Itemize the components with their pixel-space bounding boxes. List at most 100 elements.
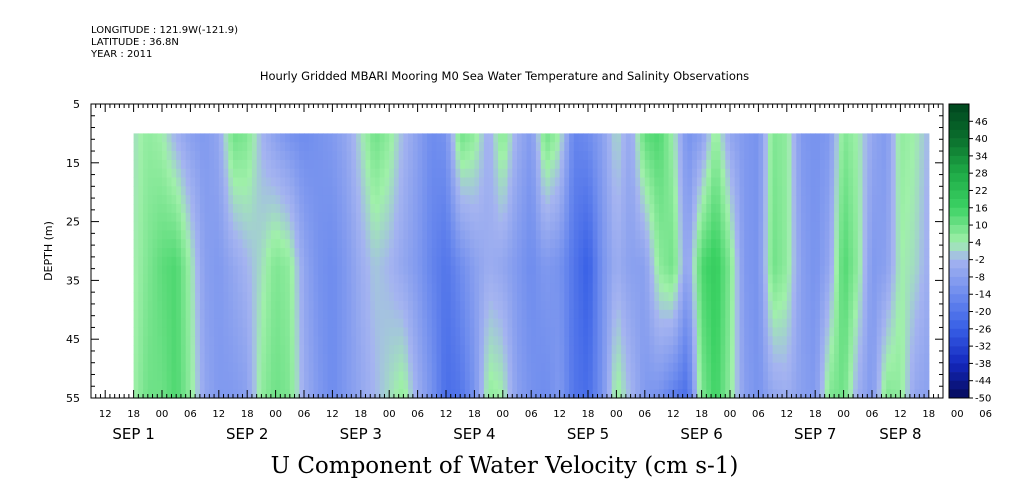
heatmap-cell [715,230,722,240]
heatmap-cell [209,283,215,293]
heatmap-cell [635,248,641,258]
heatmap-cell [848,204,854,214]
heatmap-cell [346,389,352,399]
heatmap-cell [483,274,490,284]
heatmap-cell [559,362,565,373]
heatmap-cell [559,177,565,187]
heatmap-cell [190,309,196,320]
heatmap-cell [180,345,187,355]
heatmap-cell [157,151,163,161]
heatmap-cell [431,195,438,205]
heatmap-cell [715,204,722,214]
heatmap-cell [763,345,769,355]
heatmap-cell [583,380,589,390]
heatmap-cell [853,327,859,337]
heatmap-cell [393,389,400,399]
heatmap-cell [507,265,513,276]
heatmap-cell [365,301,371,311]
heatmap-cell [408,256,414,267]
heatmap-cell [692,362,698,373]
heatmap-cell [857,186,864,196]
heatmap-cell [370,142,376,152]
heatmap-cell [573,142,580,152]
heatmap-cell [228,151,234,161]
heatmap-cell [701,362,707,373]
heatmap-cell [285,186,291,196]
heatmap-cell [275,318,281,328]
heatmap-cell [147,186,154,196]
heatmap-cell [502,204,509,214]
heatmap-cell [375,142,381,152]
heatmap-cell [696,195,703,205]
heatmap-cell [446,239,452,249]
heatmap-cell [403,256,409,267]
heatmap-cell [867,301,873,311]
heatmap-cell [318,142,324,152]
heatmap-cell [569,389,575,399]
heatmap-cell [166,318,172,328]
heatmap-cell [824,230,830,240]
heatmap-cell [166,230,172,240]
heatmap-cell [375,177,381,187]
heatmap-cell [152,265,158,276]
heatmap-cell [791,239,797,249]
heatmap-cell [370,362,376,373]
heatmap-cell [872,195,878,205]
heatmap-cell [715,301,722,311]
heatmap-cell [824,362,830,373]
heatmap-cell [242,256,248,267]
heatmap-cell [285,327,291,337]
heatmap-cell [881,177,887,187]
heatmap-cell [280,371,286,381]
heatmap-cell [214,168,220,179]
heatmap-cell [469,177,475,187]
heatmap-cell [526,168,532,179]
heatmap-cell [824,380,830,390]
heatmap-cell [422,265,428,276]
heatmap-cell [673,168,679,179]
heatmap-cell [763,239,769,249]
heatmap-cell [881,151,887,161]
heatmap-cell [308,380,314,390]
heatmap-cell [550,265,556,276]
heatmap-cell [143,204,149,214]
heatmap-cell [455,327,461,337]
heatmap-cell [791,380,797,390]
heatmap-cell [564,221,570,231]
heatmap-cell [890,380,897,390]
heatmap-cell [909,221,916,231]
heatmap-cell [531,177,537,187]
heatmap-cell [857,309,864,320]
heatmap-cell [403,389,409,399]
heatmap-cell [895,380,901,390]
heatmap-cell [606,345,613,355]
heatmap-cell [573,345,580,355]
heatmap-cell [488,336,494,346]
heatmap-cell [569,248,575,258]
heatmap-cell [819,159,826,170]
heatmap-cell [815,230,821,240]
heatmap-cell [801,362,807,373]
heatmap-cell [270,336,277,346]
heatmap-cell [379,345,385,355]
heatmap-cell [408,318,414,328]
heatmap-cell [753,327,759,337]
heatmap-cell [162,336,168,346]
heatmap-cell [304,318,310,328]
heatmap-cell [687,301,693,311]
heatmap-cell [322,380,329,390]
heatmap-cell [886,380,892,390]
heatmap-cell [834,345,840,355]
heatmap-cell [138,353,144,364]
heatmap-cell [824,248,830,258]
heatmap-cell [696,168,703,179]
heatmap-cell [464,362,471,373]
heatmap-cell [195,292,201,302]
heatmap-cell [171,204,177,214]
heatmap-cell [308,265,314,276]
heatmap-cell [204,151,210,161]
heatmap-cell [427,327,433,337]
heatmap-cell [266,248,272,258]
heatmap-cell [545,362,551,373]
year-label: YEAR : 2011 [91,49,153,60]
